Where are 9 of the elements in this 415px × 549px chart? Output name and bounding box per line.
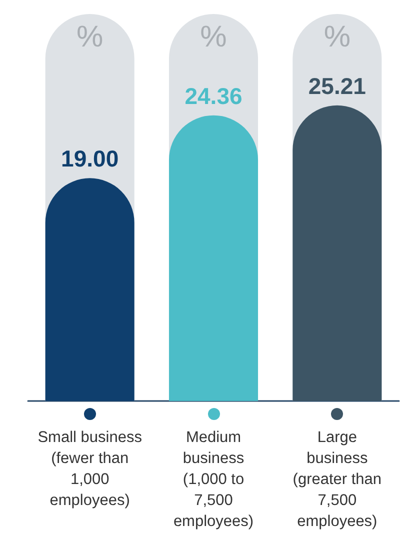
x-tick-label: Small business (fewer than 1,000 employees)	[38, 429, 142, 509]
annotation: %	[324, 20, 351, 54]
x-tick-label: Medium business (1,000 to 7,500 employees)	[173, 429, 254, 530]
x-tick-label: Large business (greater than 7,500 employees)	[292, 429, 382, 530]
data-label: 19.00	[61, 146, 119, 172]
data-label: 24.36	[184, 82, 242, 109]
annotation: %	[76, 20, 104, 54]
data-label: 25.21	[308, 72, 366, 99]
annotation: %	[200, 20, 227, 54]
